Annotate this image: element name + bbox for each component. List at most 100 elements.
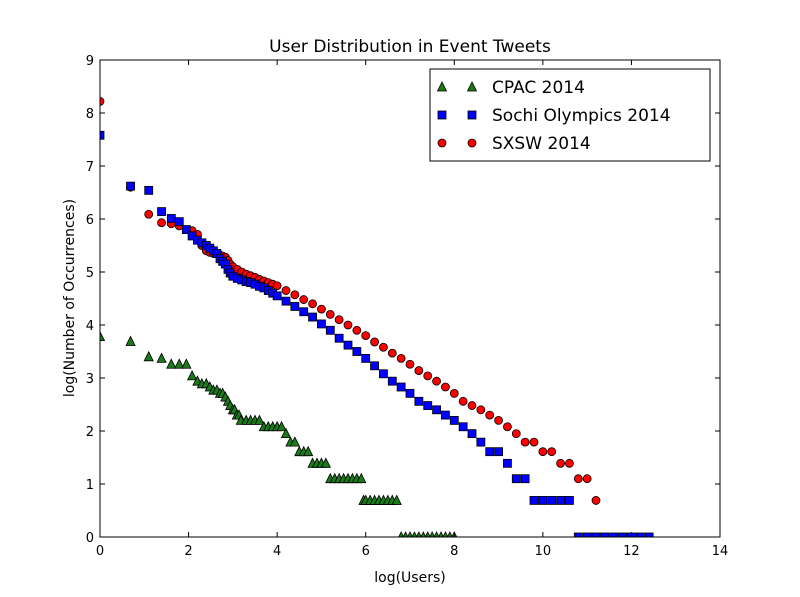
data-point xyxy=(186,369,198,381)
y-tick-label: 1 xyxy=(86,478,94,493)
data-point xyxy=(494,415,503,425)
data-point xyxy=(334,315,344,325)
legend-label: Sochi Olympics 2014 xyxy=(492,106,671,126)
data-point xyxy=(289,436,301,447)
data-point xyxy=(281,286,291,295)
data-point xyxy=(485,410,495,420)
data-point xyxy=(100,130,105,140)
data-point xyxy=(432,405,441,415)
data-point xyxy=(290,302,300,311)
y-tick-label: 0 xyxy=(86,531,94,546)
data-point xyxy=(387,376,397,386)
data-point xyxy=(181,225,191,235)
legend-label: CPAC 2014 xyxy=(492,78,585,98)
data-point xyxy=(441,382,450,392)
data-point xyxy=(529,496,539,505)
data-point xyxy=(520,437,530,447)
data-point xyxy=(157,218,166,228)
legend-box xyxy=(429,68,711,162)
data-point xyxy=(343,320,353,330)
data-point xyxy=(582,474,592,484)
data-point xyxy=(618,532,627,537)
data-point xyxy=(396,353,406,363)
data-point xyxy=(476,437,486,447)
data-point xyxy=(573,532,583,537)
x-tick-label: 0 xyxy=(96,544,104,559)
x-tick-label: 8 xyxy=(450,544,458,559)
data-point xyxy=(458,422,468,432)
data-point xyxy=(308,312,317,322)
x-axis-label: log(Users) xyxy=(374,570,445,586)
data-point xyxy=(556,496,565,505)
legend-marker xyxy=(437,138,447,148)
data-point xyxy=(565,458,574,468)
legend-marker xyxy=(466,81,478,92)
data-point xyxy=(467,401,477,410)
data-point xyxy=(325,309,335,319)
y-tick-label: 4 xyxy=(86,319,94,334)
data-point xyxy=(556,458,565,468)
data-point xyxy=(529,437,539,447)
data-point xyxy=(100,96,105,106)
series-0 xyxy=(100,330,458,537)
y-tick-label: 6 xyxy=(86,213,94,228)
data-point xyxy=(281,296,291,306)
data-point xyxy=(423,401,433,410)
legend-marker xyxy=(436,81,448,92)
data-point xyxy=(352,347,362,356)
data-point xyxy=(254,414,265,425)
data-point xyxy=(181,358,192,369)
data-point xyxy=(591,496,601,505)
y-tick-label: 3 xyxy=(86,372,94,387)
y-tick-label: 9 xyxy=(86,54,94,69)
data-point xyxy=(449,388,459,398)
data-point xyxy=(449,415,459,425)
data-point xyxy=(356,472,367,484)
data-point xyxy=(423,371,433,381)
data-point xyxy=(441,410,450,420)
x-tick-label: 4 xyxy=(273,544,281,559)
x-tick-label: 10 xyxy=(535,544,552,559)
data-point xyxy=(547,447,557,457)
data-point xyxy=(600,532,610,537)
data-point xyxy=(644,532,654,537)
data-point xyxy=(379,369,388,379)
y-axis-ticks: 0 1 2 3 4 5 6 7 8 9 xyxy=(86,54,720,546)
y-tick-label: 8 xyxy=(86,107,94,122)
data-point xyxy=(157,207,166,216)
x-tick-label: 6 xyxy=(362,544,370,559)
data-point xyxy=(320,457,332,468)
data-point xyxy=(352,325,362,335)
legend-marker xyxy=(437,110,447,120)
y-tick-label: 2 xyxy=(86,425,94,440)
data-point xyxy=(467,429,477,439)
series-1 xyxy=(100,130,654,537)
data-point xyxy=(343,340,353,350)
data-point xyxy=(302,445,314,457)
data-point xyxy=(494,447,503,457)
data-point xyxy=(166,214,176,223)
y-tick-label: 7 xyxy=(86,160,94,175)
data-point xyxy=(370,361,379,371)
data-point xyxy=(272,291,282,301)
data-point xyxy=(414,366,424,375)
data-point xyxy=(317,304,326,314)
legend-marker xyxy=(467,110,477,120)
data-point xyxy=(174,217,184,227)
data-point xyxy=(511,474,521,484)
data-point xyxy=(308,299,317,309)
data-point xyxy=(144,209,154,219)
legend-label: SXSW 2014 xyxy=(492,134,591,154)
data-point xyxy=(511,429,521,439)
data-point xyxy=(414,396,424,406)
data-point xyxy=(573,474,583,484)
chart-title: User Distribution in Event Tweets xyxy=(269,37,551,57)
y-axis-label: log(Number of Occurrences) xyxy=(62,199,78,397)
data-point xyxy=(361,353,371,363)
data-point xyxy=(520,474,530,484)
data-point xyxy=(125,335,136,346)
x-tick-label: 12 xyxy=(623,544,640,559)
plot-area-frame xyxy=(99,59,721,538)
data-point xyxy=(458,396,468,406)
data-point xyxy=(582,532,592,537)
